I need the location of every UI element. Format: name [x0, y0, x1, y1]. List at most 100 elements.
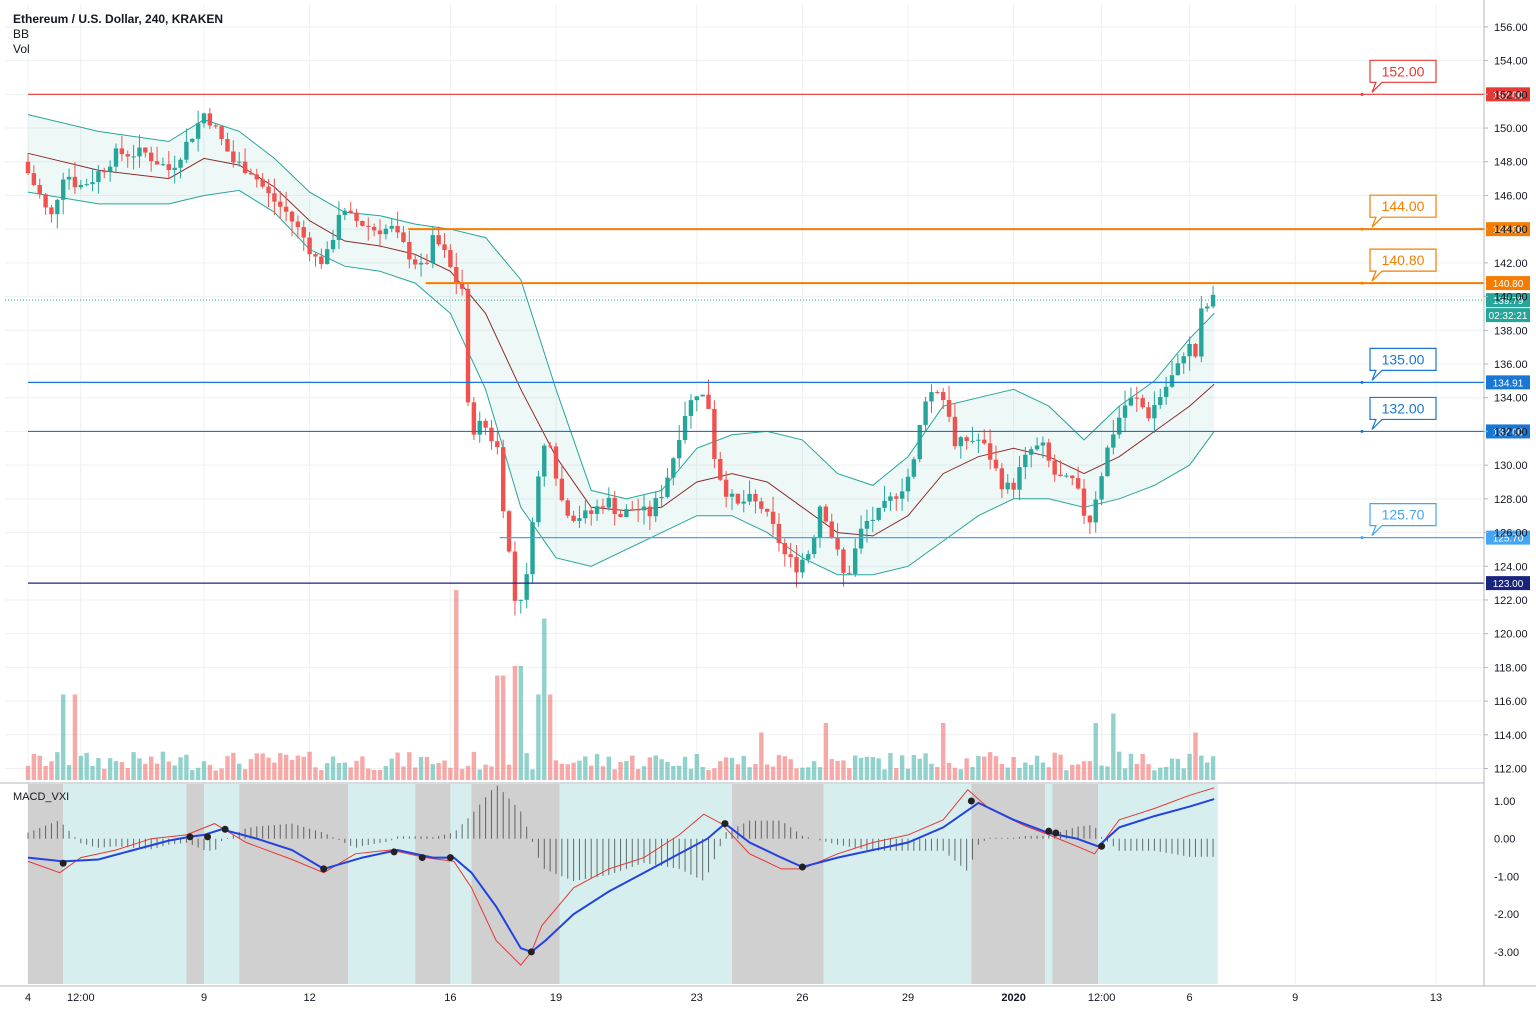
- candlesticks[interactable]: [25, 107, 1216, 616]
- volume-bar: [894, 767, 899, 780]
- macd-region-gray: [471, 784, 560, 984]
- candle-body: [1122, 405, 1128, 418]
- candle-body: [999, 468, 1005, 490]
- volume-bar: [964, 758, 969, 780]
- candle: [788, 542, 793, 568]
- candle-body: [289, 211, 295, 222]
- candle: [571, 510, 576, 523]
- candle: [993, 445, 999, 472]
- candle: [911, 456, 917, 479]
- price-tag-bg: [1486, 424, 1530, 439]
- candle: [800, 552, 805, 579]
- indicator-label-macd[interactable]: MACD_VXI: [13, 791, 70, 803]
- candle: [688, 394, 694, 429]
- volume-bar: [125, 767, 130, 780]
- volume-bar: [195, 767, 201, 780]
- candle-body: [641, 506, 647, 511]
- candle: [759, 497, 764, 514]
- candle-body: [1163, 386, 1169, 397]
- indicator-label-bb[interactable]: BB: [13, 27, 30, 41]
- candle: [401, 226, 406, 244]
- candle: [547, 441, 553, 449]
- last-price: 139.79 02:32:21: [5, 293, 1530, 323]
- candle: [794, 545, 799, 588]
- price-tick-label: 152.00: [1494, 89, 1528, 101]
- candle: [929, 384, 934, 414]
- price-tick-label: 122.00: [1494, 595, 1528, 607]
- candle-body: [982, 439, 987, 444]
- volume-bar: [589, 765, 594, 780]
- volume-bar: [530, 769, 535, 780]
- candle-body: [700, 394, 705, 397]
- volume-bar: [817, 767, 823, 780]
- volume-bar: [1029, 764, 1034, 780]
- volume-bar: [518, 666, 523, 780]
- volume-bar: [1146, 764, 1151, 780]
- candle-body: [342, 210, 347, 215]
- last-price-tag-bg: [1486, 293, 1530, 308]
- candle-body: [190, 138, 195, 142]
- candle: [1169, 360, 1175, 389]
- candle-body: [718, 458, 723, 480]
- candle: [360, 220, 365, 227]
- volume-bar: [765, 764, 770, 780]
- volume-bar: [283, 754, 289, 780]
- time-tick-label: 23: [691, 992, 703, 1004]
- macd-cross-marker: [418, 854, 426, 862]
- price-tag: 134.91: [1486, 375, 1530, 390]
- candle: [659, 484, 664, 507]
- candle-body: [1105, 447, 1110, 477]
- candle: [248, 168, 254, 175]
- candle: [195, 110, 201, 152]
- chart-title: Ethereum / U.S. Dollar, 240, KRAKEN: [13, 12, 224, 26]
- volume-bar: [618, 761, 623, 780]
- volume-bar: [905, 768, 911, 780]
- indicator-label-vol[interactable]: Vol: [13, 42, 30, 56]
- volume-bar: [1193, 732, 1198, 780]
- volume-bar: [289, 759, 295, 780]
- candle: [876, 507, 881, 522]
- candle: [512, 541, 518, 616]
- macd-tick-label: -2.00: [1494, 909, 1519, 921]
- candle: [166, 150, 171, 179]
- macd-region-teal: [823, 784, 972, 984]
- macd-cross-marker: [798, 863, 806, 871]
- candle: [776, 513, 782, 552]
- volume-bar: [325, 763, 330, 780]
- candle-body: [307, 237, 312, 255]
- volume-bar: [313, 767, 318, 780]
- candle: [882, 485, 887, 512]
- volume-bar: [759, 732, 764, 780]
- candle-body: [336, 214, 342, 240]
- candle: [1163, 376, 1169, 405]
- candle-body: [682, 415, 688, 440]
- price-tag-text: 144.00: [1493, 225, 1524, 236]
- price-tag-text: 134.91: [1493, 378, 1524, 389]
- candle-body: [1169, 375, 1175, 387]
- candle-body: [459, 282, 465, 289]
- volume-bar: [1128, 753, 1134, 780]
- candle: [407, 230, 412, 269]
- candle: [489, 419, 494, 450]
- price-tag-bg: [1486, 576, 1530, 591]
- candle: [389, 218, 394, 233]
- level-callout-text: 140.80: [1382, 252, 1425, 268]
- level-anchor-dot: [1360, 380, 1364, 384]
- candle-body: [37, 184, 42, 195]
- candle-body: [1099, 476, 1104, 500]
- level-132-00: 132.00 132.00: [28, 396, 1530, 439]
- volume-bar: [659, 759, 664, 780]
- horizontal-levels[interactable]: 152.00 152.00 144.00 144.00 140.80 140.80 135.…: [5, 59, 1530, 591]
- candle-body: [671, 458, 676, 478]
- candle-body: [524, 574, 529, 600]
- candle: [612, 490, 617, 526]
- candle-body: [647, 506, 653, 517]
- volume-bar: [677, 765, 682, 780]
- volume-bar: [1075, 764, 1081, 780]
- price-tick-label: 138.00: [1494, 325, 1528, 337]
- volume-bar: [911, 754, 917, 780]
- candle-body: [1011, 482, 1016, 490]
- level-callout-text: 125.70: [1382, 507, 1425, 523]
- candle-body: [125, 154, 130, 157]
